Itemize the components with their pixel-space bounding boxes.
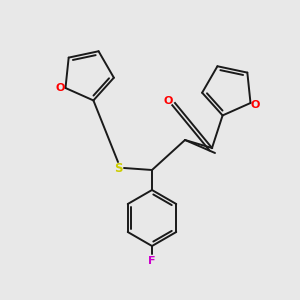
Text: S: S <box>114 161 122 175</box>
Text: F: F <box>148 256 156 266</box>
Text: O: O <box>251 100 260 110</box>
Text: O: O <box>163 96 173 106</box>
Text: O: O <box>56 83 65 93</box>
